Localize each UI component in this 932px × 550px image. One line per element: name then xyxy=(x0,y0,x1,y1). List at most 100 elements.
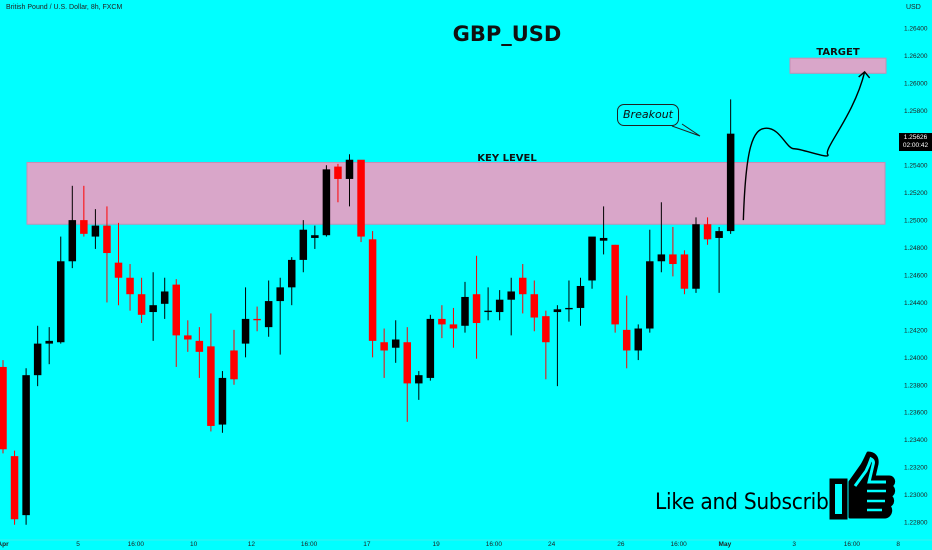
candle-body xyxy=(195,340,204,352)
candle-body xyxy=(160,291,169,304)
cta-text: Like and Subscribe xyxy=(655,490,841,515)
y-tick-label: 1.26400 xyxy=(904,26,928,33)
candle-body xyxy=(126,277,134,295)
candle-body xyxy=(10,456,19,520)
candle-body xyxy=(599,237,608,241)
y-tick-label: 1.26000 xyxy=(904,80,928,87)
candle-body xyxy=(241,318,250,344)
candle-body xyxy=(669,254,677,265)
candle-body xyxy=(507,291,515,300)
candle-body xyxy=(299,229,308,260)
candle-body xyxy=(368,239,377,341)
projection-path xyxy=(742,71,866,221)
projection-arrowhead xyxy=(858,70,871,79)
candle-body xyxy=(253,318,261,321)
candle-body xyxy=(311,235,319,238)
candle-body xyxy=(495,299,504,313)
candle-body xyxy=(542,316,550,343)
y-tick-label: 1.25800 xyxy=(904,108,928,115)
candle-body xyxy=(576,285,585,308)
current-price-value: 1.25626 xyxy=(903,134,928,141)
candle-body xyxy=(45,340,53,344)
candle-body xyxy=(264,301,273,328)
candle-body xyxy=(103,225,111,254)
candle-body xyxy=(438,318,446,325)
candle-body xyxy=(230,350,238,380)
y-tick-label: 1.23400 xyxy=(904,437,928,444)
candle-body xyxy=(33,343,42,376)
y-tick-label: 1.24800 xyxy=(904,245,928,252)
x-tick-label: 19 xyxy=(433,541,441,548)
candle-body xyxy=(114,262,123,278)
candle-body xyxy=(80,220,88,234)
y-tick-label: 1.24400 xyxy=(904,300,928,307)
candle-body xyxy=(184,335,192,340)
candle-body xyxy=(137,294,146,315)
key-level-zone xyxy=(26,161,886,225)
candle-body xyxy=(322,169,331,236)
x-tick-label: May xyxy=(719,541,732,548)
x-tick-label: 17 xyxy=(363,541,371,548)
candle-body xyxy=(403,342,411,384)
x-tick-label: 3 xyxy=(792,541,796,548)
candle-body xyxy=(565,307,573,310)
candle-body xyxy=(622,329,631,351)
x-tick-label: 26 xyxy=(617,541,625,548)
x-tick-label: Apr xyxy=(0,541,9,548)
candle-body xyxy=(680,254,689,289)
x-tick-label: 16:00 xyxy=(671,541,688,548)
candle-timer: 02:00:42 xyxy=(902,142,929,149)
x-tick-label: 16:00 xyxy=(301,541,318,548)
candle-body xyxy=(449,324,458,329)
candle-body xyxy=(611,244,619,325)
thumbs-up-icon xyxy=(829,451,896,520)
candle-body xyxy=(207,346,215,426)
x-tick-label: 12 xyxy=(248,541,256,548)
candle-body xyxy=(726,133,735,232)
y-tick-label: 1.25000 xyxy=(904,218,928,225)
y-tick-label: 1.26200 xyxy=(904,53,928,60)
target-zone xyxy=(789,57,887,74)
candle-body xyxy=(22,375,30,516)
candle-body xyxy=(530,294,539,318)
candle-body xyxy=(715,231,723,238)
y-tick-label: 1.24600 xyxy=(904,273,928,280)
breakout-callout: Breakout xyxy=(617,104,679,126)
x-tick-label: 5 xyxy=(76,541,80,548)
candle-body xyxy=(588,236,596,281)
y-tick-label: 1.25200 xyxy=(904,190,928,197)
y-tick-label: 1.24000 xyxy=(904,355,928,362)
candle-body xyxy=(276,287,284,302)
y-tick-label: 1.24200 xyxy=(904,327,928,334)
candle-body xyxy=(91,225,100,237)
candle-body xyxy=(657,254,666,262)
current-price-tag: 1.25626 02:00:42 xyxy=(899,133,932,151)
symbol-info: British Pound / U.S. Dollar, 8h, FXCM xyxy=(6,4,123,11)
candle-body xyxy=(646,261,654,329)
candle-body xyxy=(57,261,65,343)
candle-body xyxy=(426,318,435,378)
target-label: TARGET xyxy=(816,47,860,58)
candle-body xyxy=(461,296,469,326)
x-tick-label: 16:00 xyxy=(486,541,503,548)
breakout-pointer xyxy=(671,123,701,137)
x-tick-label: 16:00 xyxy=(844,541,861,548)
candle-body xyxy=(634,328,642,351)
candle-body xyxy=(149,305,157,313)
candle-body xyxy=(334,166,342,179)
candle-body xyxy=(553,309,562,313)
y-tick-label: 1.25400 xyxy=(904,163,928,170)
candle-body xyxy=(519,277,527,295)
candle-body xyxy=(288,259,296,288)
key-level-label: KEY LEVEL xyxy=(477,153,537,164)
candle-body xyxy=(172,284,180,336)
candle-body xyxy=(357,159,365,237)
x-tick-label: 24 xyxy=(548,541,556,548)
candle-body xyxy=(345,159,354,179)
x-tick-label: 8 xyxy=(896,541,900,548)
y-tick-label: 1.23600 xyxy=(904,410,928,417)
candle-body xyxy=(380,342,388,351)
candle-body xyxy=(391,339,400,348)
x-tick-label: 10 xyxy=(190,541,198,548)
